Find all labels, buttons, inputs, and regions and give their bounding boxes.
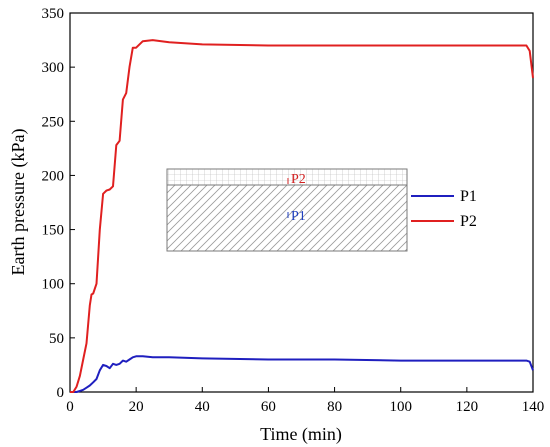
legend: P1 P2 xyxy=(411,188,477,230)
y-axis-ticks: 0 50 100 150 200 250 300 350 xyxy=(42,6,75,401)
x-tick-label: 100 xyxy=(389,399,412,415)
x-tick-label: 80 xyxy=(327,399,342,415)
inset-schematic: P2 P1 xyxy=(166,168,408,252)
x-tick-label: 60 xyxy=(261,399,276,415)
x-axis-title: Time (min) xyxy=(260,424,342,445)
legend-label-p1: P1 xyxy=(460,188,477,205)
legend-label-p2: P2 xyxy=(460,213,477,230)
y-tick-label: 250 xyxy=(42,114,65,130)
y-tick-label: 50 xyxy=(49,331,64,347)
inset-bottom-layer xyxy=(166,184,408,252)
inset-top-layer xyxy=(166,168,408,186)
y-tick-label: 100 xyxy=(42,277,65,293)
x-axis-ticks: 0 20 40 60 80 100 120 140 xyxy=(66,387,544,415)
y-tick-label: 300 xyxy=(42,60,65,76)
x-tick-label: 40 xyxy=(195,399,210,415)
y-tick-label: 350 xyxy=(42,6,65,22)
y-tick-label: 0 xyxy=(57,385,65,401)
x-tick-label: 120 xyxy=(456,399,479,415)
y-axis-title: Earth pressure (kPa) xyxy=(8,129,29,276)
x-tick-label: 140 xyxy=(522,399,545,415)
series-line-p2 xyxy=(70,39,534,393)
inset-p1-label: P1 xyxy=(291,209,306,224)
y-tick-label: 150 xyxy=(42,223,65,239)
series-layer xyxy=(70,39,534,393)
series-line-p1 xyxy=(70,355,534,393)
x-tick-label: 0 xyxy=(66,399,74,415)
plot-frame xyxy=(69,12,534,393)
y-tick-label: 200 xyxy=(42,168,65,184)
x-tick-label: 20 xyxy=(129,399,144,415)
inset-p2-label: P2 xyxy=(291,172,306,187)
